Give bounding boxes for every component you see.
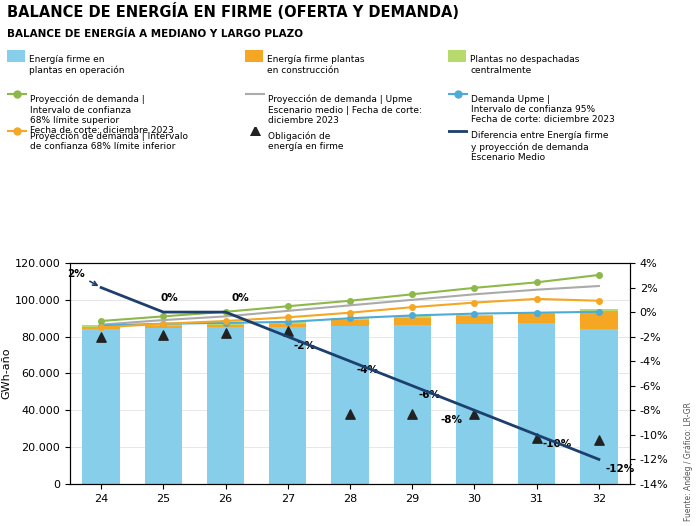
Bar bbox=[145, 323, 182, 326]
Bar bbox=[269, 322, 307, 323]
Text: Demanda Upme |
Intervalo de confianza 95%
Fecha de corte: diciembre 2023: Demanda Upme | Intervalo de confianza 95… bbox=[471, 95, 615, 125]
Bar bbox=[456, 323, 493, 484]
Bar bbox=[518, 312, 555, 313]
Point bbox=[95, 332, 106, 341]
Text: 0%: 0% bbox=[232, 293, 249, 303]
Text: Proyección de demanda | Upme
Escenario medio | Fecha de corte:
diciembre 2023: Proyección de demanda | Upme Escenario m… bbox=[268, 95, 422, 125]
Text: Plantas no despachadas
centralmente: Plantas no despachadas centralmente bbox=[470, 55, 580, 75]
Bar bbox=[456, 315, 493, 317]
Text: Energía firme plantas
en construcción: Energía firme plantas en construcción bbox=[267, 55, 365, 75]
Point bbox=[344, 410, 356, 418]
Bar bbox=[518, 323, 555, 484]
Text: Energía firme en
plantas en operación: Energía firme en plantas en operación bbox=[29, 55, 125, 75]
Text: -12%: -12% bbox=[605, 463, 634, 473]
Point bbox=[407, 410, 418, 418]
Point bbox=[158, 330, 169, 339]
Text: -4%: -4% bbox=[356, 366, 378, 376]
Bar bbox=[580, 309, 617, 311]
Bar bbox=[393, 318, 431, 325]
Bar bbox=[331, 318, 369, 320]
Bar bbox=[83, 327, 120, 329]
Text: -10%: -10% bbox=[543, 439, 572, 449]
Bar bbox=[145, 328, 182, 484]
Text: 2%: 2% bbox=[67, 268, 97, 285]
Text: BALANCE DE ENERGÍA EN FIRME (OFERTA Y DEMANDA): BALANCE DE ENERGÍA EN FIRME (OFERTA Y DE… bbox=[7, 3, 459, 19]
Point bbox=[594, 436, 605, 444]
Bar bbox=[145, 326, 182, 328]
Text: Proyección de demanda |
Intervalo de confianza
68% límite superior
Fecha de cort: Proyección de demanda | Intervalo de con… bbox=[30, 95, 174, 135]
Bar bbox=[207, 325, 244, 327]
Bar bbox=[83, 329, 120, 484]
Text: BALANCE DE ENERGÍA A MEDIANO Y LARGO PLAZO: BALANCE DE ENERGÍA A MEDIANO Y LARGO PLA… bbox=[7, 29, 303, 39]
Text: -8%: -8% bbox=[440, 414, 462, 424]
Point bbox=[220, 329, 231, 337]
Bar bbox=[207, 323, 244, 325]
Bar bbox=[580, 311, 617, 329]
Bar bbox=[518, 313, 555, 323]
Bar bbox=[456, 316, 493, 323]
Text: Fuente: Andeg / Gráfico: LR-GR: Fuente: Andeg / Gráfico: LR-GR bbox=[684, 402, 693, 521]
Bar bbox=[269, 327, 307, 484]
Text: -6%: -6% bbox=[419, 390, 440, 400]
Bar bbox=[580, 329, 617, 484]
Text: Obligación de
energía en firme: Obligación de energía en firme bbox=[268, 132, 344, 151]
Text: 0%: 0% bbox=[160, 293, 178, 303]
Bar bbox=[331, 320, 369, 326]
Bar bbox=[207, 327, 244, 484]
Bar bbox=[331, 326, 369, 484]
Text: Diferencia entre Energía firme
y proyección de demanda
Escenario Medio: Diferencia entre Energía firme y proyecc… bbox=[471, 132, 608, 162]
Bar bbox=[269, 323, 307, 327]
Bar bbox=[393, 316, 431, 318]
Bar bbox=[393, 325, 431, 484]
Y-axis label: GWh-año: GWh-año bbox=[1, 348, 12, 399]
Point bbox=[282, 327, 293, 336]
Text: Proyección de demanda | Intervalo
de confianza 68% límite inferior: Proyección de demanda | Intervalo de con… bbox=[30, 132, 188, 151]
Point bbox=[531, 433, 542, 442]
Bar bbox=[83, 325, 120, 327]
Text: -2%: -2% bbox=[294, 341, 316, 351]
Point bbox=[469, 410, 480, 418]
